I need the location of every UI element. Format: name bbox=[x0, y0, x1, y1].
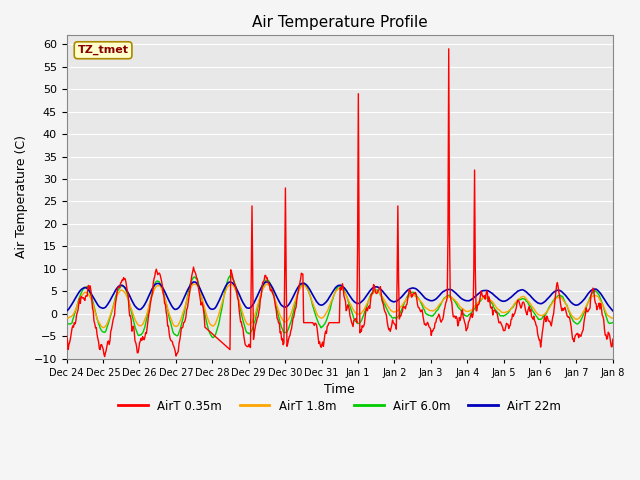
Text: TZ_tmet: TZ_tmet bbox=[77, 45, 129, 55]
Legend: AirT 0.35m, AirT 1.8m, AirT 6.0m, AirT 22m: AirT 0.35m, AirT 1.8m, AirT 6.0m, AirT 2… bbox=[114, 395, 566, 417]
Y-axis label: Air Temperature (C): Air Temperature (C) bbox=[15, 135, 28, 258]
Title: Air Temperature Profile: Air Temperature Profile bbox=[252, 15, 428, 30]
X-axis label: Time: Time bbox=[324, 383, 355, 396]
